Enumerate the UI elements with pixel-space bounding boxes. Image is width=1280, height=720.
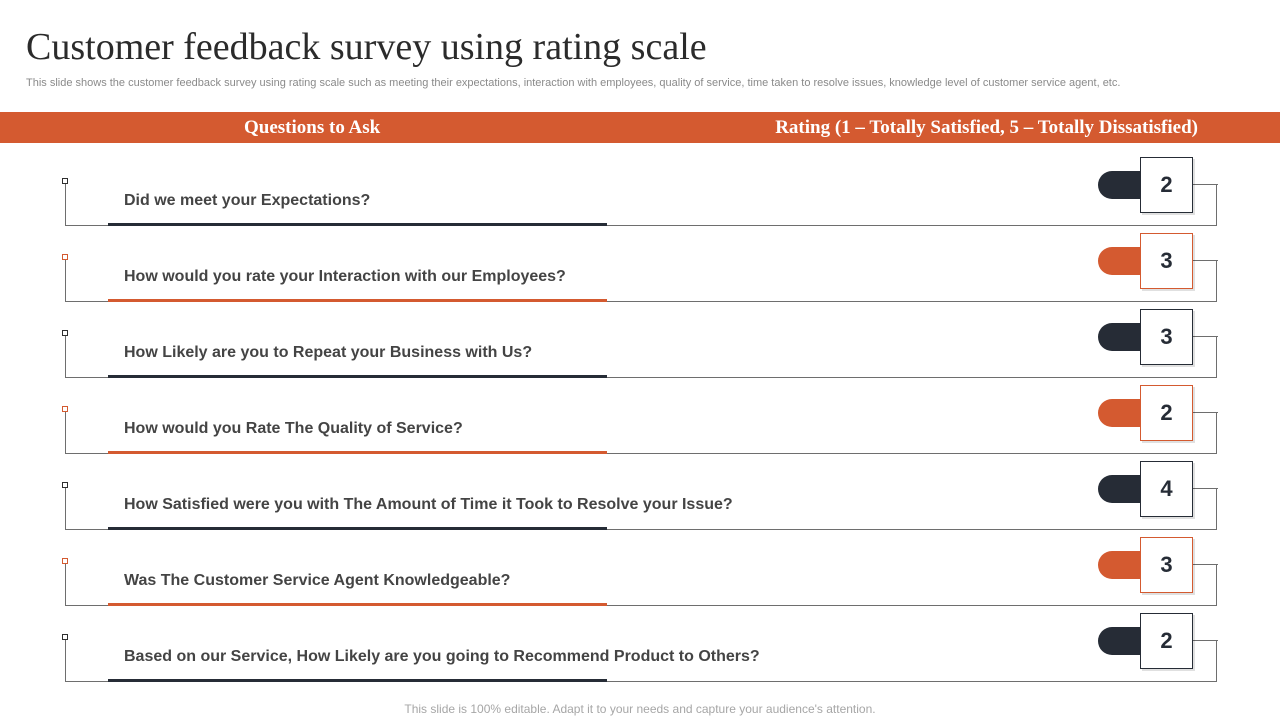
- row-marker-square: [62, 254, 68, 260]
- rating-value-box: 2: [1140, 385, 1193, 441]
- survey-row: Based on our Service, How Likely are you…: [0, 608, 1280, 684]
- survey-row: How would you Rate The Quality of Servic…: [0, 380, 1280, 456]
- row-marker-square: [62, 482, 68, 488]
- survey-row: How Likely are you to Repeat your Busine…: [0, 304, 1280, 380]
- row-marker-square: [62, 558, 68, 564]
- question-text: Based on our Service, How Likely are you…: [124, 648, 760, 665]
- row-bracket-connector: [1193, 564, 1218, 565]
- row-bracket-connector: [1193, 640, 1218, 641]
- row-bracket-connector: [1193, 488, 1218, 489]
- question-underline: [108, 679, 607, 682]
- survey-row: How would you rate your Interaction with…: [0, 228, 1280, 304]
- rating-pill-tab: [1098, 627, 1148, 655]
- row-marker-square: [62, 634, 68, 640]
- question-text: How Likely are you to Repeat your Busine…: [124, 344, 533, 361]
- row-bracket-line: [65, 412, 1217, 454]
- question-underline: [108, 299, 607, 302]
- row-bracket-connector: [1193, 336, 1218, 337]
- rating-pill-tab: [1098, 475, 1148, 503]
- row-marker-square: [62, 178, 68, 184]
- question-text: Did we meet your Expectations?: [124, 192, 371, 209]
- rating-value-box: 2: [1140, 157, 1193, 213]
- page-subtitle: This slide shows the customer feedback s…: [26, 77, 1121, 89]
- rating-value-box: 3: [1140, 233, 1193, 289]
- table-header-bar: Questions to Ask Rating (1 – Totally Sat…: [0, 112, 1280, 143]
- question-text: How would you Rate The Quality of Servic…: [124, 420, 463, 437]
- rating-value-box: 3: [1140, 309, 1193, 365]
- question-text: How Satisfied were you with The Amount o…: [124, 496, 733, 513]
- footer-note: This slide is 100% editable. Adapt it to…: [404, 702, 876, 716]
- survey-row: How Satisfied were you with The Amount o…: [0, 456, 1280, 532]
- rating-pill-tab: [1098, 551, 1148, 579]
- question-underline: [108, 375, 607, 378]
- row-bracket-connector: [1193, 260, 1218, 261]
- rating-pill-tab: [1098, 323, 1148, 351]
- question-underline: [108, 223, 607, 226]
- row-bracket-line: [65, 640, 1217, 682]
- row-marker-square: [62, 406, 68, 412]
- row-bracket-line: [65, 260, 1217, 302]
- row-marker-square: [62, 330, 68, 336]
- question-underline: [108, 603, 607, 606]
- page-title: Customer feedback survey using rating sc…: [26, 26, 707, 68]
- row-bracket-line: [65, 184, 1217, 226]
- question-underline: [108, 451, 607, 454]
- rating-pill-tab: [1098, 247, 1148, 275]
- rating-value-box: 2: [1140, 613, 1193, 669]
- rating-pill-tab: [1098, 171, 1148, 199]
- survey-row: Did we meet your Expectations? 2: [0, 152, 1280, 228]
- rating-value-box: 3: [1140, 537, 1193, 593]
- survey-row: Was The Customer Service Agent Knowledge…: [0, 532, 1280, 608]
- rating-header: Rating (1 – Totally Satisfied, 5 – Total…: [775, 117, 1198, 138]
- questions-header: Questions to Ask: [244, 117, 381, 138]
- row-bracket-connector: [1193, 184, 1218, 185]
- rating-value-box: 4: [1140, 461, 1193, 517]
- rating-pill-tab: [1098, 399, 1148, 427]
- question-text: How would you rate your Interaction with…: [124, 268, 566, 285]
- question-text: Was The Customer Service Agent Knowledge…: [124, 572, 511, 589]
- row-bracket-line: [65, 488, 1217, 530]
- row-bracket-line: [65, 336, 1217, 378]
- row-bracket-connector: [1193, 412, 1218, 413]
- row-bracket-line: [65, 564, 1217, 606]
- question-underline: [108, 527, 607, 530]
